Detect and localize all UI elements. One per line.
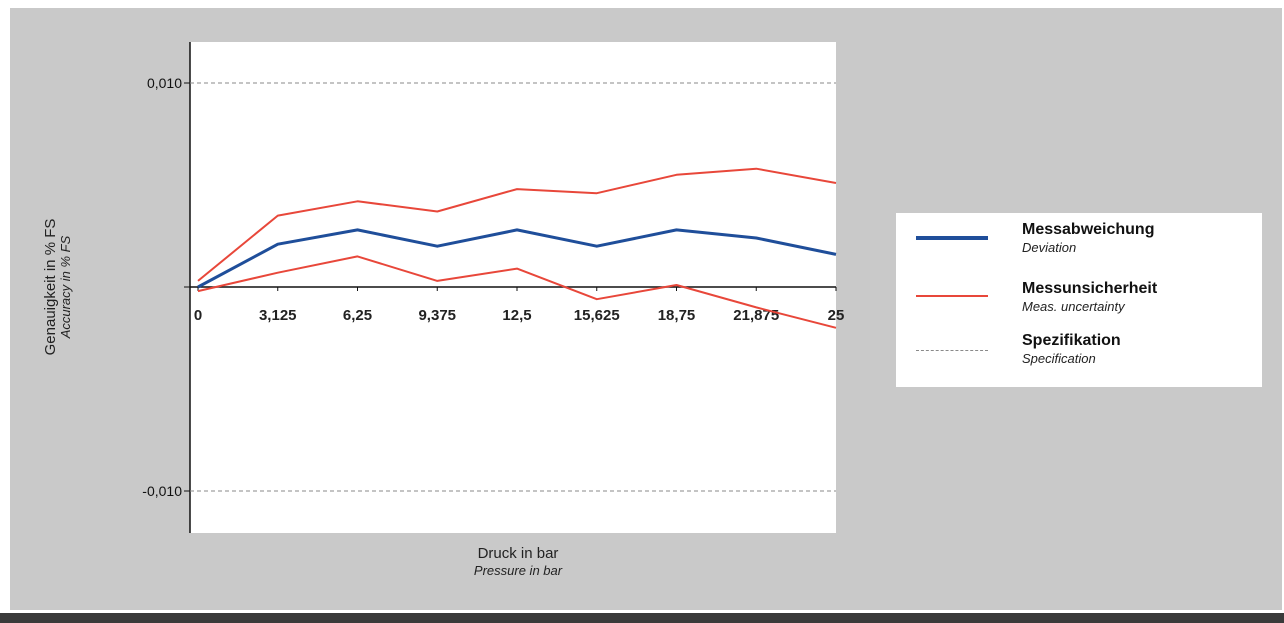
legend-label-uncertainty: Messunsicherheit: [1022, 280, 1157, 298]
x-axis-title: Druck in bar Pressure in bar: [433, 545, 603, 579]
y-axis-label-en: Accuracy in % FS: [58, 219, 73, 356]
legend-swatch-deviation: [916, 236, 988, 240]
x-axis-label: Druck in bar: [433, 545, 603, 562]
legend-swatch-uncertainty: [916, 295, 988, 297]
x-tick-label: 25: [828, 307, 845, 324]
legend-swatch-specification: [916, 350, 988, 351]
legend: Messabweichung Deviation Messunsicherhei…: [896, 213, 1262, 387]
y-tick-label: -0,010: [142, 483, 182, 499]
legend-item-uncertainty: Messunsicherheit Meas. uncertainty: [896, 280, 1262, 326]
x-tick-label: 21,875: [733, 307, 779, 324]
legend-label-specification: Spezifikation: [1022, 332, 1121, 350]
legend-label-specification-en: Specification: [1022, 350, 1121, 368]
legend-item-specification: Spezifikation Specification: [896, 332, 1262, 378]
x-tick-label: 9,375: [418, 307, 456, 324]
x-tick-label: 12,5: [502, 307, 531, 324]
x-tick-label: 6,25: [343, 307, 372, 324]
legend-label-deviation: Messabweichung: [1022, 221, 1154, 239]
x-tick-label: 15,625: [574, 307, 620, 324]
legend-label-deviation-en: Deviation: [1022, 239, 1154, 257]
x-tick-label: 0: [194, 307, 202, 324]
y-tick-label: 0,010: [147, 75, 182, 91]
legend-label-uncertainty-en: Meas. uncertainty: [1022, 298, 1157, 316]
y-axis-label: Genauigkeit in % FS: [43, 219, 58, 356]
legend-item-deviation: Messabweichung Deviation: [896, 221, 1262, 267]
x-axis-label-en: Pressure in bar: [433, 562, 603, 579]
x-tick-label: 3,125: [259, 307, 297, 324]
x-tick-label: 18,75: [658, 307, 696, 324]
